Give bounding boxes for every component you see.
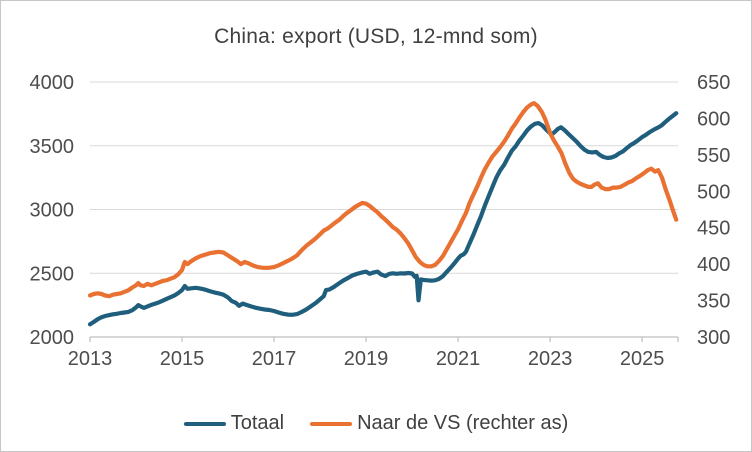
x-tick-label: 2023 (528, 348, 573, 370)
y-right-tick-label: 550 (697, 145, 730, 167)
y-left-tick-label: 2500 (30, 263, 75, 285)
y-right-tick-label: 650 (697, 72, 730, 94)
series-line-totaal (87, 111, 679, 327)
y-left-tick-label: 4000 (30, 72, 75, 94)
y-left-tick-label: 3500 (30, 136, 75, 158)
x-tick-label: 2017 (252, 348, 297, 370)
chart-title: China: export (USD, 12-mnd som) (214, 25, 538, 48)
y-right-tick-label: 300 (697, 327, 730, 349)
x-tick-label: 2021 (436, 348, 481, 370)
legend: Totaal Naar de VS (rechter as) (1, 412, 751, 435)
legend-label-naar-de-vs: Naar de VS (rechter as) (357, 412, 569, 434)
legend-item-naar-de-vs: Naar de VS (rechter as) (310, 412, 568, 435)
x-tick-label: 2013 (68, 348, 113, 370)
naar-de-vs-line-swatch (310, 421, 353, 426)
y-right-tick-label: 400 (697, 254, 730, 276)
legend-label-totaal: Totaal (230, 412, 285, 434)
x-tick-label: 2025 (620, 348, 665, 370)
y-right-tick-label: 450 (697, 218, 730, 240)
y-right-tick-label: 500 (697, 181, 730, 203)
y-right-tick-label: 350 (697, 291, 730, 313)
y-left-tick-label: 3000 (30, 200, 75, 222)
series-line-naar-de-vs (87, 100, 679, 299)
legend-item-totaal: Totaal (183, 412, 285, 435)
x-tick-label: 2015 (160, 348, 205, 370)
y-left-tick-label: 2000 (30, 327, 75, 349)
y-right-tick-label: 600 (697, 108, 730, 130)
x-tick-label: 2019 (344, 348, 389, 370)
totaal-line-swatch (183, 421, 226, 426)
